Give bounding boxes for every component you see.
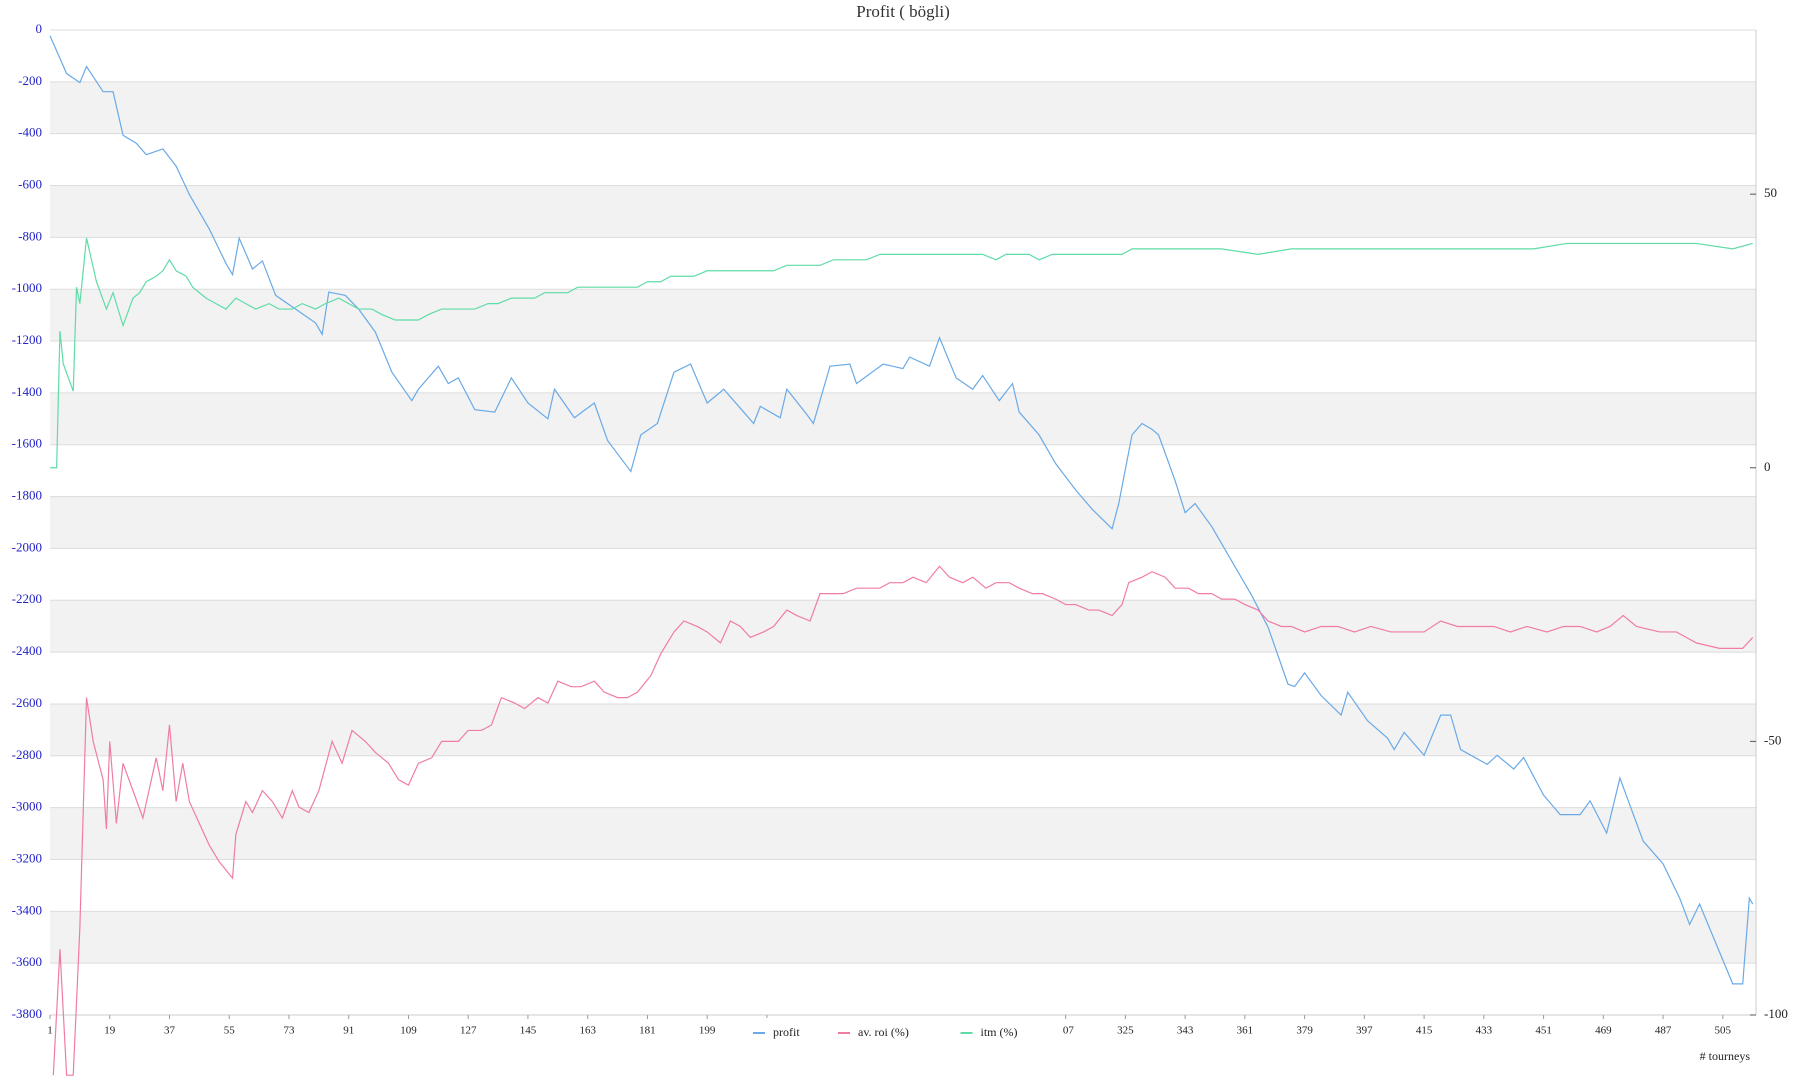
legend: profit av. roi (%) itm (%) [743, 1018, 1063, 1048]
x-tick-label: 73 [283, 1025, 295, 1037]
x-tick-label: 505 [1715, 1025, 1732, 1037]
y-tick-label: -1800 [12, 488, 42, 503]
grid [50, 29, 1756, 1016]
series-line [52, 565, 1754, 1076]
x-tick-label: 433 [1476, 1025, 1493, 1037]
grid-band [50, 807, 1756, 860]
y-tick-label: -1600 [12, 436, 42, 451]
y-tick-label: 0 [36, 21, 43, 36]
x-tick-label: 361 [1237, 1025, 1254, 1037]
x-tick-label: 397 [1356, 1025, 1373, 1037]
x-tick-label: 451 [1535, 1025, 1552, 1037]
y-tick-label: -200 [18, 73, 42, 88]
x-tick-label: 379 [1296, 1025, 1313, 1037]
grid-band [50, 911, 1756, 964]
grid-bands [50, 81, 1756, 964]
grid-band [50, 600, 1756, 653]
x-tick-label: 19 [104, 1025, 116, 1037]
grid-band [50, 185, 1756, 238]
x-axis-label: # tourneys [1700, 1049, 1751, 1063]
x-tick-label: 91 [343, 1025, 354, 1037]
x-tick-label: 487 [1655, 1025, 1672, 1037]
x-tick-label: 109 [400, 1025, 417, 1037]
y-tick-label: -2000 [12, 539, 42, 554]
axes: 0-200-400-600-800-1000-1200-1400-1600-18… [12, 21, 1788, 1037]
grid-band [50, 392, 1756, 445]
chart-title: Profit ( bögli) [856, 2, 950, 21]
x-tick-label: 127 [460, 1025, 477, 1037]
series-line [49, 35, 1754, 985]
y2-tick-label: -50 [1764, 732, 1781, 747]
grid-band [50, 496, 1756, 549]
y-tick-label: -1400 [12, 384, 42, 399]
grid-band [50, 81, 1756, 134]
x-tick-label: 145 [520, 1025, 537, 1037]
y-tick-label: -3200 [12, 850, 42, 865]
x-tick-label: 1 [47, 1025, 53, 1037]
legend-background [743, 1018, 1063, 1048]
y-tick-label: -800 [18, 228, 42, 243]
legend-label: itm (%) [981, 1025, 1018, 1039]
y-tick-label: -2800 [12, 747, 42, 762]
x-tick-label: 343 [1177, 1025, 1194, 1037]
legend-label: av. roi (%) [858, 1025, 909, 1039]
y-tick-label: -2400 [12, 643, 42, 658]
y-tick-label: -2600 [12, 695, 42, 710]
lines [49, 35, 1754, 1076]
grid-band [50, 703, 1756, 756]
x-tick-label: 37 [164, 1025, 176, 1037]
y-tick-label: -1000 [12, 280, 42, 295]
x-tick-label: 325 [1117, 1025, 1134, 1037]
y-tick-label: -3600 [12, 954, 42, 969]
x-tick-label: 199 [699, 1025, 716, 1037]
y2-tick-label: 50 [1764, 185, 1777, 200]
x-tick-label: 163 [579, 1025, 596, 1037]
y-tick-label: -1200 [12, 332, 42, 347]
y-tick-label: -2200 [12, 591, 42, 606]
x-tick-label: 55 [224, 1025, 236, 1037]
y2-tick-label: 0 [1764, 459, 1771, 474]
x-tick-label: 469 [1595, 1025, 1612, 1037]
y2-tick-label: -100 [1764, 1006, 1788, 1021]
series-line [50, 237, 1753, 469]
y-tick-label: -600 [18, 177, 42, 192]
legend-label: profit [773, 1025, 800, 1039]
x-tick-label: 415 [1416, 1025, 1433, 1037]
y-tick-label: -3800 [12, 1006, 42, 1021]
y-tick-label: -400 [18, 125, 42, 140]
y-tick-label: -3400 [12, 902, 42, 917]
grid-band [50, 289, 1756, 342]
x-tick-label: 181 [639, 1025, 656, 1037]
y-tick-label: -3000 [12, 799, 42, 814]
